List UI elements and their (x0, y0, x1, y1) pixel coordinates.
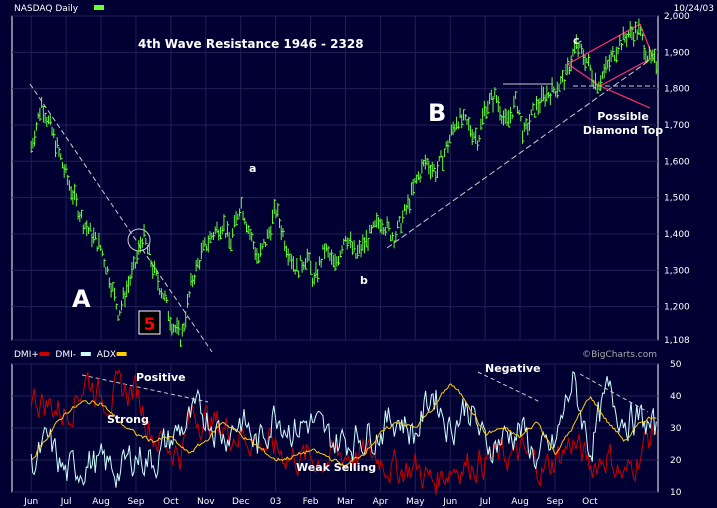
wave-label-c: c (573, 34, 580, 47)
chart-date: 10/24/03 (674, 4, 714, 14)
chart-title: 4th Wave Resistance 1946 - 2328 (138, 37, 364, 51)
price-y-tick-label: 1,200 (664, 303, 690, 313)
annotation-weak-selling: Weak Selling (296, 461, 376, 474)
annotation-negative: Negative (485, 362, 541, 375)
x-tick-label: May (406, 497, 425, 507)
price-y-tick-label: 1,400 (664, 230, 690, 240)
series-line-adx (30, 383, 657, 470)
indicator-y-tick-label: 50 (670, 360, 682, 370)
x-tick-label: 03 (270, 497, 281, 507)
wave-label-big-a: A (72, 285, 91, 313)
wave-label-b: b (360, 274, 368, 287)
x-tick-label: Jun (23, 497, 38, 507)
x-tick-label: Aug (511, 497, 529, 507)
x-tick-label: Oct (163, 497, 179, 507)
wave-label-five: 5 (144, 315, 156, 335)
wave-a-trendline (29, 83, 213, 353)
price-legend-swatch (94, 5, 104, 10)
diamond-line-2 (567, 63, 601, 87)
indicator-y-tick-label: 40 (670, 392, 682, 402)
price-y-tick-label: 1,300 (664, 266, 690, 276)
diamond-line-5 (599, 57, 653, 87)
indicator-y-tick-label: 20 (670, 456, 682, 466)
price-y-tick-label: 1,900 (664, 48, 690, 58)
legend-swatch (39, 352, 50, 356)
indicator-legend: DMI+ DMI- ADX (14, 350, 127, 360)
legend-swatch (116, 352, 127, 356)
price-series (30, 18, 659, 348)
diamond-line-3 (599, 85, 651, 109)
indicator-series (30, 368, 657, 495)
wave-label-big-b: B (428, 99, 446, 127)
positive-trendline (81, 374, 209, 403)
price-y-tick-label: 1,700 (664, 121, 690, 131)
price-y-tick-label: 1,500 (664, 194, 690, 204)
price-y-tick-label: 1,108 (664, 336, 690, 346)
annotation-positive: Positive (136, 371, 186, 384)
grid-lines (12, 15, 658, 493)
price-y-tick-label: 2,000 (664, 12, 690, 22)
legend-swatch (80, 352, 91, 356)
x-tick-label: Oct (582, 497, 598, 507)
indicator-y-tick-label: 10 (670, 488, 682, 498)
wave-label-a: a (249, 162, 256, 175)
price-y-tick-label: 1,600 (664, 157, 690, 167)
symbol-label: NASDAQ Daily (14, 4, 79, 14)
x-tick-label: Dec (232, 497, 249, 507)
annotation-diamond-top: Diamond Top (583, 124, 663, 137)
x-tick-label: Jul (479, 497, 491, 507)
price-y-tick-label: 1,800 (664, 85, 690, 95)
legend-label: ADX (97, 350, 116, 360)
x-tick-label: Apr (373, 497, 389, 507)
watermark: ©BigCharts.com (582, 350, 657, 360)
series-line-dmiminus (30, 371, 657, 488)
series-line-dmiplus (30, 368, 657, 495)
annotation-possible: Possible (597, 110, 649, 123)
x-tick-label: Jul (60, 497, 72, 507)
x-tick-label: Jun (442, 497, 457, 507)
annotation-drawings (29, 23, 656, 413)
y-tick-labels: 2,000 1,900 1,800 1,700 1,600 1,500 1,400 1,300… (664, 12, 690, 498)
x-tick-label: Aug (92, 497, 110, 507)
x-tick-labels: Jun Jul Aug Sep Oct Nov Dec 03 Feb Mar Apr May Jun Ju… (23, 497, 598, 507)
x-tick-label: Mar (337, 497, 354, 507)
x-tick-label: Sep (547, 497, 564, 507)
negative-trendline-1 (477, 371, 541, 403)
x-tick-label: Feb (303, 497, 319, 507)
x-tick-label: Sep (127, 497, 144, 507)
annotation-strong: Strong (107, 413, 149, 426)
diamond-line-1 (567, 23, 641, 65)
wave-five-box (138, 310, 161, 335)
legend-label: DMI- (55, 350, 76, 360)
x-tick-label: Nov (197, 497, 215, 507)
indicator-y-tick-label: 30 (670, 424, 682, 434)
legend-label: DMI+ (14, 350, 39, 360)
